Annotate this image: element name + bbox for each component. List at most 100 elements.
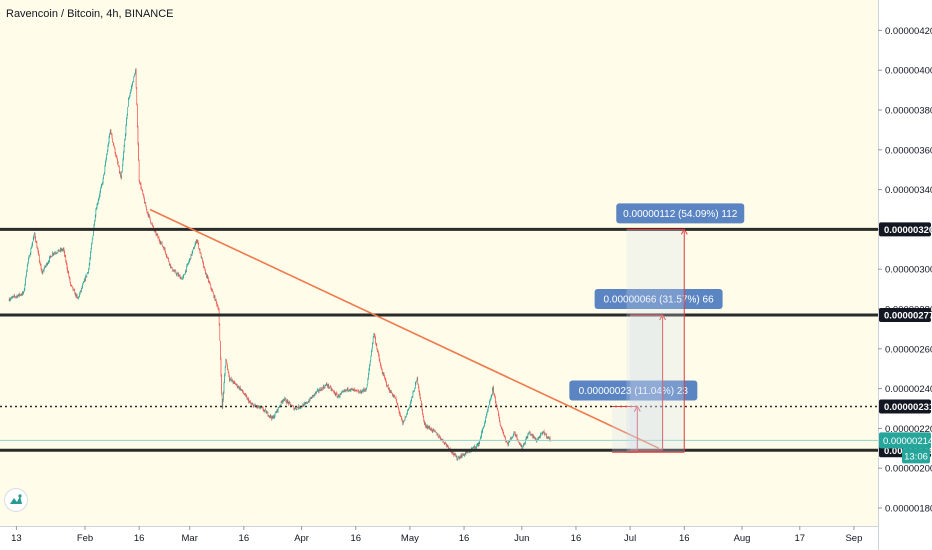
candle-body <box>81 287 83 289</box>
candle-body <box>123 145 125 153</box>
candle-body <box>324 385 326 388</box>
candle-body <box>219 324 221 341</box>
candle-body <box>382 372 384 376</box>
candle-body <box>535 440 537 442</box>
candle-body <box>299 407 301 409</box>
measure-label: 0.00000112 (54.09%) 112 <box>623 209 738 220</box>
tradingview-logo-icon[interactable] <box>4 488 28 512</box>
measure-label-box[interactable] <box>594 288 723 309</box>
candle-body <box>25 275 27 278</box>
candle-body <box>115 155 117 157</box>
candle-body <box>59 250 61 252</box>
candle-body <box>47 263 48 265</box>
candle-body <box>375 343 377 346</box>
candle-body <box>205 273 207 274</box>
candle-body <box>405 416 406 418</box>
candle-body <box>185 270 186 274</box>
candle-body <box>178 275 180 276</box>
x-tick-label: 13 <box>11 533 22 544</box>
candle-body <box>68 272 70 277</box>
candle-body <box>430 428 432 431</box>
candle-body <box>42 270 44 273</box>
candle-body <box>341 392 342 394</box>
candle-body <box>281 401 283 402</box>
candle-body <box>434 430 436 432</box>
candle-body <box>143 193 144 196</box>
candle-body <box>493 387 494 393</box>
candle-body <box>81 288 82 292</box>
candle-body <box>326 383 328 385</box>
candle-body <box>472 447 474 449</box>
candle-body <box>21 294 23 296</box>
candle-body <box>208 277 209 282</box>
candle-body <box>423 416 425 421</box>
candle-body <box>525 438 527 441</box>
candle-body <box>369 365 370 370</box>
trendline[interactable] <box>149 208 660 450</box>
candle-body <box>10 298 12 300</box>
time-axis[interactable] <box>0 526 878 550</box>
candle-body <box>50 256 52 257</box>
candle-body <box>414 388 416 391</box>
candle-body <box>319 388 320 391</box>
candle-body <box>443 441 444 443</box>
candle-body <box>25 277 26 285</box>
candle-body <box>513 431 515 436</box>
candle-body <box>214 295 216 301</box>
candle-body <box>461 455 463 458</box>
candle-body <box>312 395 313 399</box>
candle-body <box>31 244 33 248</box>
candle-body <box>463 454 465 456</box>
candle-body <box>306 401 307 404</box>
candle-body <box>122 159 124 166</box>
candle-body <box>356 390 357 391</box>
candle-body <box>182 276 184 279</box>
level-price-label: 0.00000320 <box>884 225 932 236</box>
candle-body <box>127 106 129 115</box>
candle-body <box>179 275 180 276</box>
candle-body <box>384 378 386 380</box>
measure-label-box[interactable] <box>569 380 698 401</box>
candle-body <box>318 389 319 392</box>
candle-body <box>164 248 165 250</box>
candle-body <box>16 296 17 297</box>
candle-body <box>548 437 550 439</box>
measure-label-box[interactable] <box>616 203 745 224</box>
candle-body <box>323 386 325 388</box>
candle-body <box>454 453 456 455</box>
candle-body <box>144 202 146 204</box>
candle-body <box>498 411 499 416</box>
candle-body <box>110 129 112 134</box>
candle-body <box>442 439 443 440</box>
candle-body <box>265 409 266 411</box>
candle-body <box>104 166 106 173</box>
candle-body <box>191 252 193 256</box>
candle-body <box>51 256 52 258</box>
candle-body <box>503 433 505 436</box>
candle-body <box>349 390 351 391</box>
candle-body <box>240 389 242 390</box>
candle-body <box>30 248 32 254</box>
candle-body <box>75 293 77 297</box>
candle-body <box>91 239 93 244</box>
candle-body <box>380 362 381 366</box>
candle-body <box>537 438 539 440</box>
candle-body <box>171 266 172 268</box>
candle-body <box>431 428 432 431</box>
y-tick-label: 0.00000420 <box>885 26 932 37</box>
candle-body <box>505 440 507 442</box>
candle-body <box>208 281 210 282</box>
candle-body <box>428 426 429 429</box>
candle-body <box>285 398 286 399</box>
current-price-label: 0.00000214 <box>883 436 932 447</box>
candle-body <box>209 283 211 285</box>
candle-body <box>292 405 294 407</box>
candle-body <box>547 437 548 439</box>
candle-body <box>181 278 183 280</box>
candle-body <box>89 258 91 265</box>
candle-body <box>55 253 57 254</box>
candle-body <box>53 253 55 255</box>
candle-body <box>501 426 502 428</box>
